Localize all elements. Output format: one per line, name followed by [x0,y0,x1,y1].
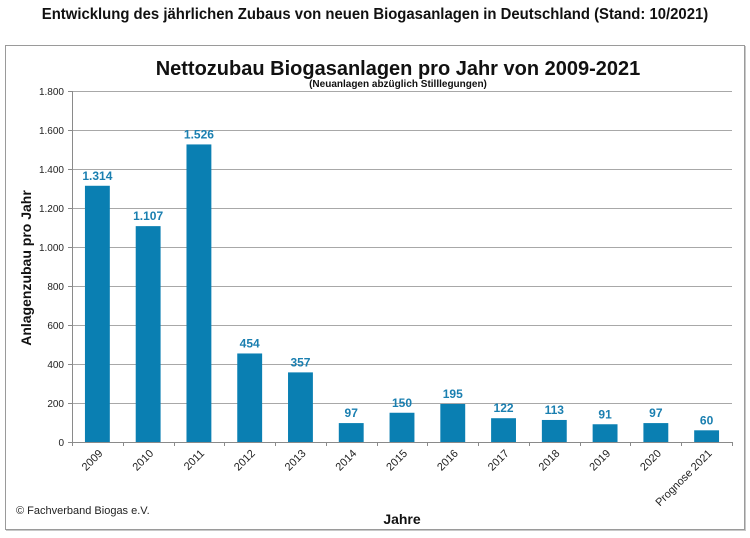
data-label: 1.526 [184,127,214,141]
bar [135,226,161,442]
data-label: 97 [649,406,663,420]
y-tick-label: 200 [47,399,64,410]
data-label: 195 [443,387,463,401]
x-axis-title: Jahre [383,511,421,527]
bar [592,424,618,442]
x-tick-label: 2009 [80,448,106,474]
data-label: 1.107 [133,209,163,223]
copyright-text: © Fachverband Biogas e.V. [16,505,150,517]
x-tick-label: 2011 [182,448,207,473]
data-label: 91 [598,407,612,421]
bar [491,418,516,442]
y-tick-label: 1.400 [39,165,64,176]
chart-title: Nettozubau Biogasanlagen pro Jahr von 20… [156,58,641,80]
data-label: 357 [290,355,310,369]
bar [389,412,415,442]
x-tick-label: 2020 [638,448,664,474]
y-axis-title: Anlagenzubau pro Jahr [18,190,34,346]
y-tick-label: 600 [47,321,64,332]
data-label: 122 [494,401,514,415]
x-tick-label: 2016 [435,448,461,474]
bar [338,423,364,442]
bars [84,144,720,442]
x-tick-label: 2019 [587,448,613,474]
data-label: 113 [545,403,565,417]
data-labels: 1.314 1.107 1.526 454 357 97 150 195 122 113 91 97 6… [82,127,713,427]
x-tick-label: 2014 [334,448,360,474]
bar [440,403,466,442]
data-label: 1.314 [82,169,112,183]
bar [186,144,212,442]
x-axis-ticks: 2009 2010 2011 2012 2013 2014 2015 2016 2017 2018… [72,442,733,509]
x-tick-label: 2017 [486,448,512,474]
y-tick-label: 1.000 [39,243,64,254]
data-label: 150 [392,396,412,410]
page-title: Entwicklung des jährlichen Zubaus von ne… [41,6,709,23]
y-tick-label: 1.200 [39,204,64,215]
bar [541,419,567,442]
y-tick-label: 1.800 [39,87,64,98]
gridlines [72,91,732,443]
x-tick-label: 2012 [232,448,258,474]
data-label: 454 [240,336,260,350]
y-tick-label: 800 [47,282,64,293]
x-tick-label: 2018 [537,448,563,474]
y-tick-label: 0 [58,438,64,449]
x-tick-label: 2010 [130,448,156,474]
bar [694,430,720,442]
bar [237,353,263,442]
data-label: 60 [700,413,714,427]
x-tick-label: 2013 [283,448,309,474]
chart-frame [5,45,745,530]
data-label: 97 [345,406,359,420]
chart-subtitle: (Neuanlagen abzüglich Stilllegungen) [309,79,487,90]
y-tick-label: 1.600 [39,126,64,137]
y-axis-ticks: 0 200 400 600 800 1.000 1.200 1.400 1.600 1.800 [39,87,72,449]
y-tick-label: 400 [47,360,64,371]
bar [84,185,110,442]
bar [288,372,313,442]
bar [643,423,669,442]
x-tick-label: 2015 [384,448,410,474]
